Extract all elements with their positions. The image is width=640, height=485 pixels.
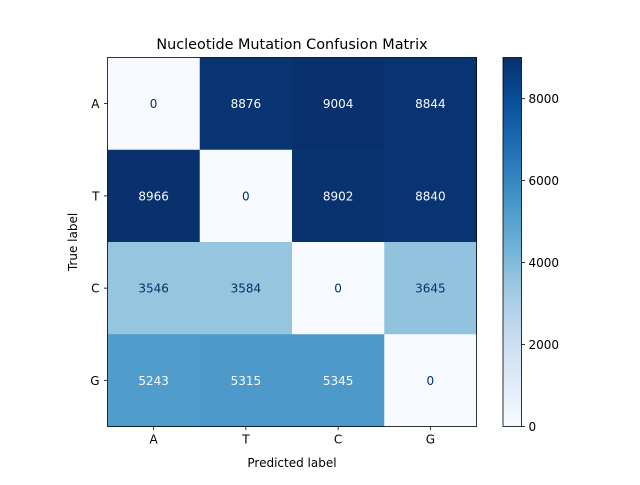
colorbar-tick-label: 8000 [529, 92, 560, 106]
heatmap-cell [107, 334, 201, 427]
heatmap-cell [199, 242, 293, 335]
cell-value-label: 0 [150, 97, 158, 111]
cell-value-label: 3584 [231, 282, 262, 296]
x-tick-label: T [241, 433, 250, 447]
heatmap-cell [384, 57, 477, 151]
heatmap-cell [199, 57, 293, 151]
heatmap-cell [107, 57, 201, 151]
cell-value-label: 0 [334, 282, 342, 296]
heatmap-cell [292, 242, 385, 335]
colorbar-tick-label: 0 [529, 420, 537, 434]
x-tick-label: C [334, 433, 342, 447]
y-tick-label: G [90, 374, 99, 388]
heatmap-cell [292, 149, 385, 243]
cell-value-label: 8902 [323, 189, 354, 203]
cell-value-label: 8876 [231, 97, 262, 111]
colorbar-tick-label: 2000 [529, 338, 560, 352]
colorbar-gradient [502, 57, 522, 427]
chart-title: Nucleotide Mutation Confusion Matrix [156, 37, 428, 53]
cell-value-label: 3546 [138, 282, 169, 296]
heatmap-cell [384, 242, 477, 335]
cell-value-label: 5243 [138, 374, 169, 388]
plot-frame [107, 57, 477, 427]
y-axis-ticks: A T C G [90, 97, 108, 388]
heatmap-cell [384, 149, 477, 243]
cell-value-label: 8966 [138, 189, 169, 203]
heatmap-cell [107, 149, 201, 243]
cell-value-label: 8844 [415, 97, 446, 111]
heatmap-cell [292, 334, 385, 427]
heatmap-cell-labels: 0 8876 9004 8844 8966 0 8902 8840 3546 3584 0 3645 5… [138, 97, 445, 388]
colorbar-ticks: 0 2000 4000 6000 8000 [521, 92, 560, 434]
x-axis-label: Predicted label [247, 456, 336, 470]
x-tick-label: G [426, 433, 435, 447]
cell-value-label: 3645 [415, 282, 446, 296]
heatmap-cell [107, 242, 201, 335]
colorbar-tick-label: 4000 [529, 256, 560, 270]
y-axis-label: True label [66, 213, 80, 272]
colorbar-tick-label: 6000 [529, 174, 560, 188]
heatmap-cells [107, 57, 477, 427]
cell-value-label: 5345 [323, 374, 354, 388]
y-tick-label: T [91, 189, 100, 203]
heatmap-cell [199, 149, 293, 243]
colorbar: 0 2000 4000 6000 8000 [502, 57, 560, 434]
y-tick-label: C [91, 282, 99, 296]
heatmap-cell [384, 334, 477, 427]
cell-value-label: 5315 [231, 374, 262, 388]
cell-value-label: 0 [242, 189, 250, 203]
heatmap-cell [292, 57, 385, 151]
cell-value-label: 8840 [415, 189, 446, 203]
heatmap-cell [199, 334, 293, 427]
y-tick-label: A [91, 97, 100, 111]
x-tick-label: A [150, 433, 159, 447]
cell-value-label: 9004 [323, 97, 354, 111]
cell-value-label: 0 [427, 374, 435, 388]
